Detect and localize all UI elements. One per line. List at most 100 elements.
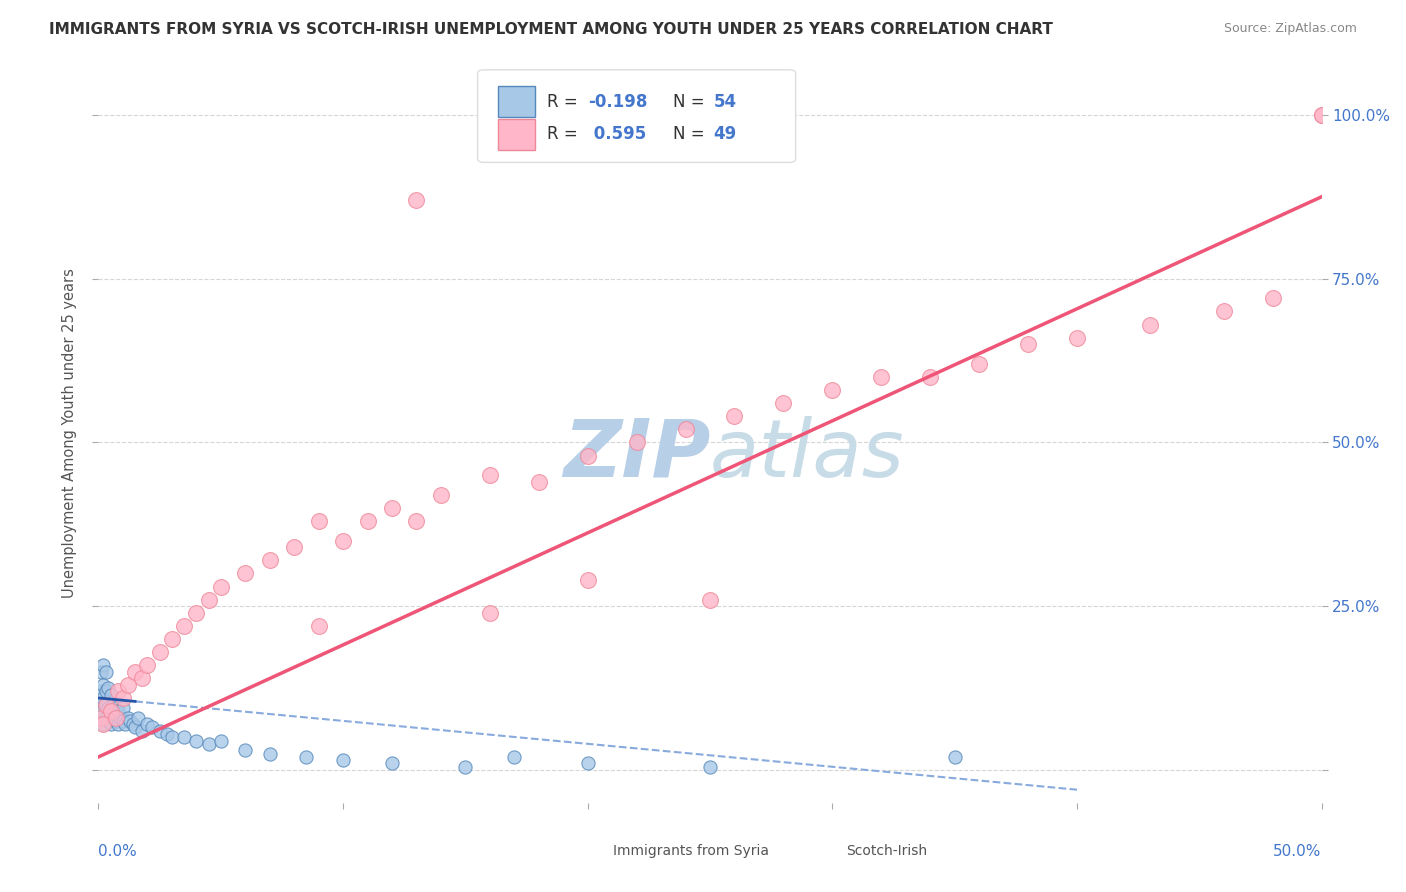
Point bbox=[117, 678, 139, 692]
Point bbox=[91, 717, 114, 731]
Point bbox=[104, 711, 127, 725]
Point bbox=[94, 711, 117, 725]
Point bbox=[381, 500, 404, 515]
Text: -0.198: -0.198 bbox=[588, 93, 647, 111]
Text: ZIP: ZIP bbox=[562, 416, 710, 494]
Point bbox=[149, 645, 172, 659]
Y-axis label: Unemployment Among Youth under 25 years: Unemployment Among Youth under 25 years bbox=[62, 268, 77, 598]
Point bbox=[91, 678, 114, 692]
Point bbox=[967, 357, 990, 371]
Point bbox=[111, 714, 134, 728]
Point bbox=[90, 711, 112, 725]
Point bbox=[107, 684, 129, 698]
Point bbox=[259, 553, 281, 567]
Point bbox=[101, 711, 124, 725]
Point bbox=[90, 684, 112, 698]
Point bbox=[97, 681, 120, 695]
Point bbox=[136, 658, 159, 673]
Point bbox=[136, 717, 159, 731]
Point bbox=[186, 733, 208, 747]
Text: 50.0%: 50.0% bbox=[1274, 844, 1322, 858]
Point bbox=[259, 747, 281, 761]
Point bbox=[576, 573, 599, 587]
Point bbox=[283, 541, 305, 555]
Point bbox=[156, 727, 179, 741]
Point bbox=[430, 488, 453, 502]
Point bbox=[97, 714, 120, 728]
Point bbox=[527, 475, 550, 489]
Point bbox=[173, 731, 195, 745]
Point bbox=[131, 723, 153, 738]
Point bbox=[91, 704, 114, 718]
Text: R =: R = bbox=[547, 125, 583, 144]
Text: Immigrants from Syria: Immigrants from Syria bbox=[613, 844, 769, 858]
Point bbox=[104, 700, 127, 714]
Point bbox=[111, 700, 134, 714]
Point bbox=[478, 468, 501, 483]
Point bbox=[626, 435, 648, 450]
Point bbox=[405, 193, 427, 207]
FancyBboxPatch shape bbox=[569, 840, 603, 862]
Point bbox=[114, 717, 136, 731]
Point bbox=[101, 698, 124, 712]
Point bbox=[405, 514, 427, 528]
Text: Source: ZipAtlas.com: Source: ZipAtlas.com bbox=[1223, 22, 1357, 36]
Point bbox=[1066, 330, 1088, 344]
Point bbox=[117, 711, 139, 725]
FancyBboxPatch shape bbox=[498, 87, 536, 117]
Point bbox=[121, 717, 143, 731]
Point bbox=[576, 756, 599, 771]
Point bbox=[173, 619, 195, 633]
Point bbox=[308, 619, 330, 633]
Point bbox=[111, 690, 134, 705]
Text: IMMIGRANTS FROM SYRIA VS SCOTCH-IRISH UNEMPLOYMENT AMONG YOUTH UNDER 25 YEARS CO: IMMIGRANTS FROM SYRIA VS SCOTCH-IRISH UN… bbox=[49, 22, 1053, 37]
Point bbox=[97, 700, 120, 714]
Text: N =: N = bbox=[673, 93, 710, 111]
Point bbox=[332, 533, 354, 548]
Text: 49: 49 bbox=[714, 125, 737, 144]
FancyBboxPatch shape bbox=[801, 840, 837, 862]
Text: R =: R = bbox=[547, 93, 583, 111]
Point bbox=[120, 714, 142, 728]
Point bbox=[772, 396, 794, 410]
Point bbox=[160, 731, 183, 745]
Point bbox=[186, 606, 208, 620]
Text: Scotch-Irish: Scotch-Irish bbox=[846, 844, 927, 858]
Point bbox=[94, 698, 117, 712]
Point bbox=[124, 665, 146, 679]
Point bbox=[91, 717, 114, 731]
Point bbox=[160, 632, 183, 646]
Point bbox=[723, 409, 745, 424]
Text: N =: N = bbox=[673, 125, 710, 144]
Point bbox=[454, 760, 477, 774]
Point bbox=[1139, 318, 1161, 332]
Point bbox=[503, 750, 526, 764]
Point bbox=[356, 514, 378, 528]
Point bbox=[478, 606, 501, 620]
Point bbox=[100, 704, 122, 718]
Point bbox=[870, 370, 893, 384]
Point bbox=[197, 737, 219, 751]
Point bbox=[295, 750, 318, 764]
Point bbox=[381, 756, 404, 771]
Point bbox=[90, 665, 112, 679]
Point bbox=[90, 698, 112, 712]
Point bbox=[94, 684, 117, 698]
Point bbox=[332, 753, 354, 767]
Point bbox=[91, 690, 114, 705]
Point bbox=[90, 711, 112, 725]
FancyBboxPatch shape bbox=[498, 119, 536, 150]
Point bbox=[100, 717, 122, 731]
Point bbox=[943, 750, 966, 764]
Text: 0.595: 0.595 bbox=[588, 125, 645, 144]
Text: 0.0%: 0.0% bbox=[98, 844, 138, 858]
Point bbox=[699, 592, 721, 607]
Point bbox=[1310, 108, 1333, 122]
Point bbox=[1310, 108, 1333, 122]
Point bbox=[100, 688, 122, 702]
Point bbox=[1017, 337, 1039, 351]
Point bbox=[94, 665, 117, 679]
Point bbox=[100, 704, 122, 718]
Point bbox=[209, 733, 232, 747]
Point bbox=[920, 370, 942, 384]
